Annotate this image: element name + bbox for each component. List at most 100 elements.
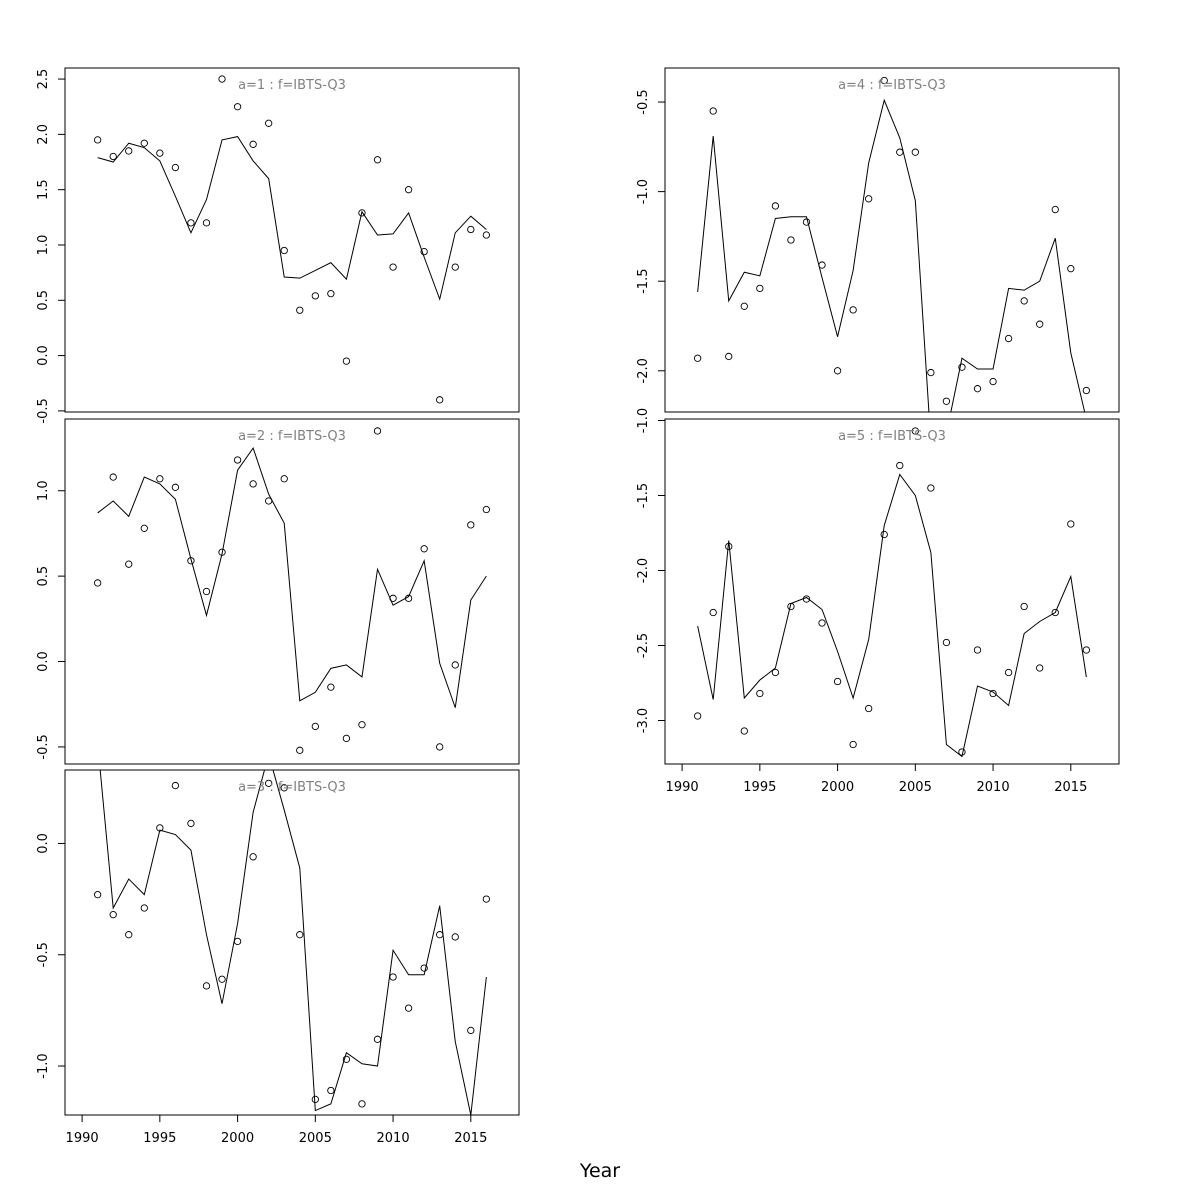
observed-point [373, 427, 382, 435]
y-tick-label: -0.5 [636, 89, 651, 114]
y-tick-label: -2.0 [636, 558, 651, 583]
observed-point [1004, 668, 1013, 677]
observed-point [709, 608, 717, 617]
observed-point [818, 261, 826, 269]
panel-frame [664, 418, 1120, 765]
observed-point [327, 289, 335, 298]
observed-point [989, 377, 997, 386]
observed-point [94, 136, 102, 144]
plot-area [94, 427, 490, 754]
observed-point [451, 661, 459, 669]
panel-frame [64, 418, 520, 765]
observed-point [694, 354, 702, 362]
observed-point [109, 911, 117, 919]
observed-point [467, 1026, 475, 1035]
panel-frame [64, 67, 520, 413]
observed-point [140, 904, 148, 912]
observed-point [771, 202, 780, 210]
observed-point [771, 668, 780, 677]
observed-point [327, 683, 335, 691]
y-tick-label: -1.5 [636, 269, 651, 294]
observed-point [420, 964, 428, 972]
observed-point [311, 722, 319, 731]
fitted-line [697, 98, 1086, 412]
observed-point [1036, 664, 1044, 672]
observed-point [233, 103, 242, 111]
observed-point [942, 638, 951, 647]
observed-point [296, 306, 304, 314]
observed-point [927, 484, 935, 492]
observed-point [109, 152, 117, 161]
panel-frame [664, 67, 1120, 413]
observed-point [265, 779, 273, 788]
observed-point [973, 385, 982, 393]
observed-point [358, 721, 366, 729]
observed-point [911, 148, 919, 156]
observed-point [218, 75, 226, 83]
x-tick-label: 2010 [977, 780, 1010, 795]
y-tick-label: 2.0 [36, 124, 51, 145]
y-tick-label: -0.5 [36, 398, 51, 423]
observed-point [1082, 386, 1090, 395]
observed-point [109, 473, 117, 481]
y-tick-label: 0.5 [36, 290, 51, 311]
observed-point [865, 704, 873, 713]
observed-point [233, 456, 242, 464]
x-tick-label: 1990 [66, 1131, 99, 1146]
observed-point [436, 743, 444, 751]
observed-point [125, 560, 133, 568]
observed-point [327, 1086, 335, 1095]
x-tick-label: 2000 [221, 1131, 254, 1146]
y-tick-label: 1.0 [36, 235, 51, 256]
x-tick-label: 2015 [454, 1131, 487, 1146]
observed-point [420, 545, 428, 553]
observed-point [482, 895, 490, 903]
x-tick-label: 2005 [899, 780, 932, 795]
y-tick-label: -1.0 [36, 1053, 51, 1078]
observed-point [911, 427, 919, 435]
observed-point [942, 397, 951, 405]
observed-point [1004, 334, 1013, 343]
y-tick-label: -1.5 [636, 483, 651, 508]
observed-point [342, 1055, 351, 1064]
y-tick-label: 0.0 [36, 651, 51, 672]
observed-point [1020, 602, 1028, 611]
x-tick-label: 2015 [1054, 780, 1087, 795]
observed-point [171, 163, 180, 172]
observed-point [865, 195, 873, 203]
observed-point [880, 76, 888, 85]
observed-point [989, 689, 997, 698]
observed-point [125, 147, 133, 155]
observed-point [296, 931, 304, 939]
observed-point [756, 284, 764, 293]
observed-point [187, 219, 195, 227]
panel-title: a=2 : f=IBTS-Q3 [238, 429, 346, 444]
observed-point [740, 727, 748, 735]
observed-point [833, 367, 842, 375]
observed-point [280, 475, 288, 483]
panel-title: a=5 : f=IBTS-Q3 [838, 429, 946, 444]
observed-point [171, 781, 180, 790]
y-tick-label: -0.5 [36, 734, 51, 759]
observed-point [1020, 297, 1028, 305]
observed-point [249, 140, 257, 148]
observed-point [958, 363, 966, 371]
observed-point [1067, 520, 1075, 528]
plot-area [694, 427, 1090, 758]
x-tick-label: 2000 [821, 780, 854, 795]
observed-point [756, 689, 764, 698]
plot-area [694, 76, 1090, 412]
observed-point [802, 595, 811, 603]
y-tick-label: 2.5 [36, 69, 51, 90]
y-tick-label: -1.0 [636, 179, 651, 204]
panel-3: a=3 : f=IBTS-Q3 0.0 -0.5 -1.0 1990 1995 2000 20… [36, 769, 520, 1146]
observed-point [740, 302, 748, 310]
observed-point [694, 712, 702, 720]
observed-point [404, 1004, 413, 1012]
observed-point [436, 931, 444, 939]
y-tick-label: 0.0 [36, 345, 51, 366]
observed-point [1082, 646, 1090, 654]
observed-point [896, 461, 904, 470]
observed-point [451, 933, 459, 941]
observed-point [265, 497, 273, 505]
